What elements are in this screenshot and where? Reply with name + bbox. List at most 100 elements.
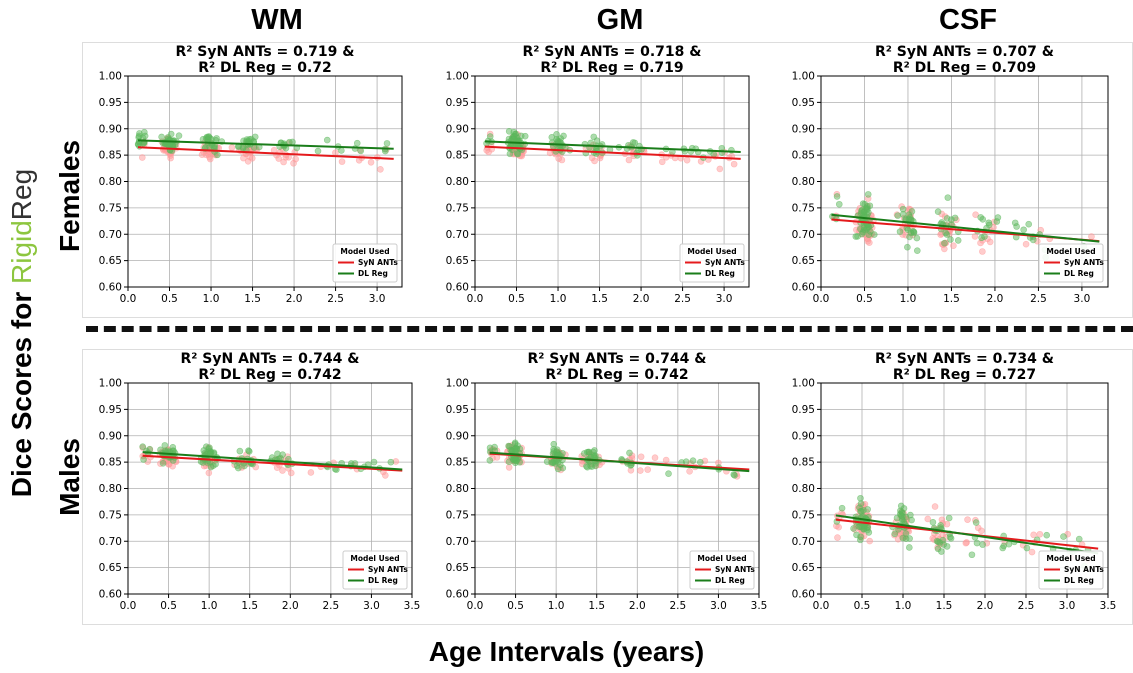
dl-reg-point — [689, 457, 697, 464]
panel-title-line-1: R² SyN ANTs = 0.734 & — [875, 351, 1054, 367]
syn-ants-point — [866, 537, 873, 545]
syn-ants-point — [651, 454, 659, 461]
dl-reg-point — [908, 516, 915, 524]
dl-reg-point — [1060, 533, 1067, 540]
dl-reg-point — [167, 130, 175, 138]
x-tick-label: 0.5 — [508, 293, 525, 305]
dl-reg-point — [731, 472, 738, 479]
y-tick-label: 0.70 — [446, 229, 469, 241]
syn-ants-point — [716, 165, 724, 173]
dl-reg-point — [1023, 544, 1031, 552]
dl-reg-point — [510, 135, 517, 143]
y-tick-label: 0.65 — [446, 255, 469, 267]
syn-ants-point — [625, 156, 633, 164]
dl-reg-point — [169, 444, 177, 451]
dl-reg-point — [972, 519, 980, 526]
dl-reg-point — [553, 131, 560, 138]
x-tick-label: 0.5 — [856, 293, 873, 305]
dl-reg-point — [697, 458, 704, 466]
legend-title: Model Used — [340, 247, 389, 256]
syn-ants-point — [658, 158, 666, 166]
syn-ants-point — [644, 466, 652, 473]
dl-reg-point — [937, 522, 944, 529]
syn-ants-point — [282, 154, 290, 161]
y-tick-label: 0.85 — [99, 150, 122, 162]
legend-title: Model Used — [350, 554, 399, 563]
dl-reg-point — [978, 234, 985, 242]
dl-reg-point — [913, 247, 921, 254]
y-tick-label: 0.80 — [792, 176, 815, 188]
dl-reg-point — [866, 202, 874, 210]
y-tick-label: 0.65 — [792, 255, 815, 267]
x-tick-label: 1.5 — [936, 600, 953, 612]
dl-reg-point — [934, 208, 942, 215]
y-tick-label: 0.75 — [446, 509, 469, 521]
dl-reg-point — [486, 457, 494, 464]
panel-title-line-2: R² DL Reg = 0.72 — [198, 60, 332, 76]
x-tick-label: 0.5 — [160, 600, 177, 612]
dl-reg-point — [505, 458, 513, 466]
dl-reg-fit-line — [137, 139, 394, 150]
syn-ants-point — [483, 146, 491, 154]
panel-title-line-2: R² DL Reg = 0.742 — [198, 367, 341, 383]
legend-label: DL Reg — [368, 576, 398, 585]
x-tick-label: 2.0 — [977, 600, 994, 612]
y-tick-label: 0.75 — [99, 509, 122, 521]
x-tick-label: 3.0 — [710, 600, 727, 612]
dl-reg-point — [968, 551, 976, 559]
panel-title-line-1: R² SyN ANTs = 0.744 & — [527, 351, 706, 367]
y-tick-label: 0.65 — [99, 255, 122, 267]
syn-ants-point — [662, 456, 670, 464]
syn-ants-point — [555, 155, 562, 162]
legend: Model Used SyN ANTs DL Reg — [679, 243, 745, 283]
syn-ants-point — [228, 144, 236, 151]
x-tick-label: 2.5 — [327, 293, 344, 305]
syn-ants-point — [198, 151, 206, 158]
dl-reg-point — [513, 445, 520, 452]
legend: Model Used SyN ANTs DL Reg — [1038, 550, 1104, 590]
dl-reg-point — [1025, 220, 1033, 228]
y-tick-label: 0.60 — [446, 282, 469, 294]
y-tick-label: 0.65 — [99, 562, 122, 574]
dl-reg-point — [977, 214, 985, 221]
y-tick-label: 0.85 — [446, 457, 469, 469]
legend-label: DL Reg — [1064, 576, 1094, 585]
panel-title-line-1: R² SyN ANTs = 0.707 & — [875, 44, 1054, 60]
dl-reg-point — [910, 229, 918, 237]
y-tick-label: 0.75 — [792, 202, 815, 214]
x-tick-label: 3.5 — [751, 600, 768, 612]
legend-title: Model Used — [1046, 554, 1095, 563]
dl-reg-point — [665, 470, 672, 477]
y-tick-label: 0.80 — [792, 483, 815, 495]
y-tick-label: 0.90 — [446, 430, 469, 442]
dl-reg-point — [521, 132, 529, 140]
syn-ants-point — [943, 520, 951, 528]
legend: Model Used SyN ANTs DL Reg — [1038, 243, 1104, 283]
dl-reg-point — [835, 200, 843, 208]
dl-reg-point — [850, 525, 857, 532]
column-title-csf: CSF — [939, 4, 997, 36]
y-tick-label: 0.70 — [446, 536, 469, 548]
dl-reg-point — [979, 541, 986, 548]
y-tick-label: 0.80 — [446, 176, 469, 188]
x-tick-label: 1.5 — [588, 600, 605, 612]
plot-frame — [474, 75, 750, 288]
panel-title-line-2: R² DL Reg = 0.719 — [540, 60, 683, 76]
x-tick-label: 3.0 — [369, 293, 386, 305]
column-title-wm: WM — [251, 4, 303, 36]
legend-label: SyN ANTs — [705, 258, 745, 267]
syn-ants-point — [637, 467, 644, 474]
dl-reg-point — [559, 464, 567, 472]
x-tick-label: 1.5 — [244, 293, 261, 305]
y-tick-label: 0.60 — [792, 282, 815, 294]
dl-reg-point — [338, 147, 345, 154]
x-tick-label: 3.5 — [404, 600, 421, 612]
syn-ants-point — [978, 527, 985, 535]
dl-reg-point — [899, 534, 907, 542]
dl-reg-point — [139, 443, 147, 450]
dl-reg-point — [891, 530, 899, 538]
y-tick-label: 1.00 — [792, 378, 815, 390]
y-tick-label: 0.70 — [792, 229, 815, 241]
panel-males-csf: 0.0 0.5 1.0 1.5 2.0 2.5 3.0 3.5 0.60 0.65 0.70 0.75… — [792, 351, 1117, 612]
syn-ants-point — [964, 516, 971, 523]
